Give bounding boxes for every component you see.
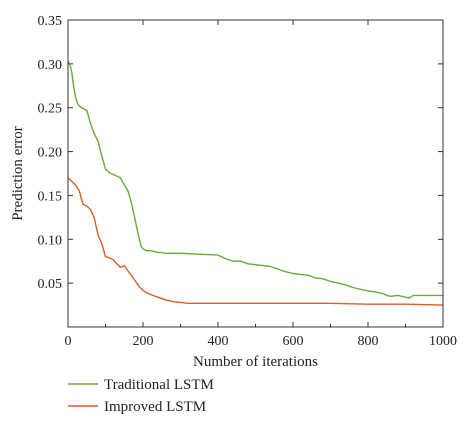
x-tick-label: 0 (65, 334, 72, 349)
y-tick-label: 0.10 (38, 233, 63, 248)
legend: Traditional LSTM Improved LSTM (68, 377, 214, 415)
legend-label-improved-lstm: Improved LSTM (104, 399, 206, 415)
x-tick-label: 600 (283, 334, 304, 349)
x-axis-title: Number of iterations (193, 354, 318, 370)
x-tick-label: 800 (358, 334, 379, 349)
series-line-traditional-lstm (67, 60, 443, 299)
plot-frame (67, 19, 444, 328)
legend-label-traditional-lstm: Traditional LSTM (104, 377, 214, 393)
x-tick-label: 400 (208, 334, 229, 349)
x-tick-label: 1000 (429, 334, 457, 349)
x-tick-label: 200 (133, 334, 154, 349)
y-tick-label: 0.20 (38, 146, 63, 161)
y-tick-label: 0.35 (38, 14, 63, 29)
y-tick-label: 0.05 (38, 277, 63, 292)
tick-labels: 0 200 400 600 800 1000 0.05 0.10 0.15 0.20 0.25 0.3… (38, 14, 458, 349)
y-tick-label: 0.25 (38, 102, 63, 117)
y-tick-label: 0.30 (38, 58, 63, 73)
y-axis-title: Prediction error (10, 126, 26, 221)
y-tick-label: 0.15 (38, 189, 63, 204)
series-line-improved-lstm (67, 177, 444, 306)
series-lines (67, 60, 444, 306)
axis-ticks (67, 19, 444, 327)
